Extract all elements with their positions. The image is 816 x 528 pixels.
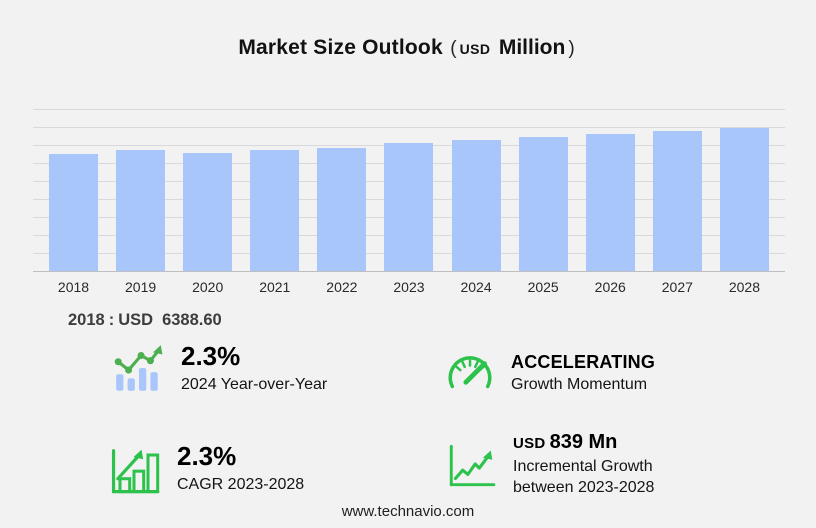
- x-axis-label-2020: 2020: [192, 279, 224, 295]
- x-axis-label-2028: 2028: [728, 279, 761, 295]
- stat-label-line1: Incremental Growth: [513, 458, 653, 475]
- chart-bar-2028: [719, 128, 769, 271]
- stat-value-amount: 839 Mn: [549, 431, 618, 453]
- x-axis-label-2024: 2024: [460, 279, 492, 295]
- title-unit: Million: [498, 36, 566, 59]
- chart-bar-2027: [652, 131, 702, 271]
- annotation-currency: USD: [118, 311, 154, 329]
- line-growth-icon: [444, 441, 498, 489]
- page-title: Market Size Outlook (USD Million): [0, 36, 816, 60]
- growth-chart-icon: [106, 441, 162, 497]
- annotation-amount: 6388.60: [162, 311, 222, 329]
- bar-trend-up-icon: [112, 343, 166, 395]
- x-axis-label-2026: 2026: [594, 279, 626, 295]
- stat-label: Incremental Growth between 2023-2028: [513, 456, 654, 498]
- gauge-icon: [444, 351, 496, 397]
- x-axis-label-2023: 2023: [393, 279, 425, 295]
- chart-bars: [33, 109, 785, 271]
- chart-bar-2024: [451, 140, 501, 271]
- stat-label: 2024 Year-over-Year: [181, 375, 328, 393]
- chart-bar-2021: [250, 150, 300, 271]
- chart-x-axis-labels: 2018 2019 2020 2021 2022 2023 2024 2025 2026 2027…: [33, 279, 785, 295]
- stat-label: Growth Momentum: [511, 376, 648, 394]
- annotation-year: 2018: [68, 311, 105, 329]
- stat-value: 2.3%: [177, 441, 237, 472]
- chart-plot-area: [33, 109, 785, 272]
- stat-label-line2: between 2023-2028: [513, 479, 655, 497]
- stat-label: CAGR 2023-2028: [177, 475, 305, 493]
- x-axis-label-2021: 2021: [259, 279, 291, 295]
- x-axis-label-2019: 2019: [125, 279, 157, 295]
- chart-bar-2020: [183, 153, 233, 271]
- x-axis-label-2018: 2018: [57, 279, 90, 295]
- stat-value-currency: USD: [513, 435, 546, 452]
- chart-bar-2026: [585, 134, 635, 271]
- title-main: Market Size Outlook: [238, 36, 443, 59]
- chart-bar-2022: [317, 148, 367, 271]
- stat-incremental-growth: USD 839 Mn Incremental Growth between 202…: [444, 432, 654, 498]
- stat-growth-momentum: ACCELERATING Growth Momentum: [444, 351, 655, 397]
- chart-bar-2019: [116, 150, 166, 271]
- stat-yoy-growth: 2.3% 2024 Year-over-Year: [112, 341, 328, 395]
- title-paren-open: (: [450, 38, 457, 59]
- chart-bar-2025: [518, 137, 568, 271]
- x-axis-label-2027: 2027: [661, 279, 693, 295]
- title-currency: USD: [459, 41, 491, 57]
- chart-bar-2023: [384, 143, 434, 271]
- website-url: www.technavio.com: [341, 503, 475, 520]
- x-axis-label-2025: 2025: [527, 279, 559, 295]
- first-year-value: 2018: USD 6388.60: [68, 311, 226, 330]
- stat-value: USD 839 Mn: [513, 432, 654, 453]
- stat-cagr: 2.3% CAGR 2023-2028: [106, 441, 304, 497]
- stat-value: ACCELERATING: [511, 351, 656, 372]
- market-size-bar-chart: 2018 2019 2020 2021 2022 2023 2024 2025 2026 2027…: [33, 109, 785, 295]
- title-paren-close: ): [568, 38, 575, 59]
- stat-value: 2.3%: [181, 341, 241, 372]
- annotation-separator: :: [108, 311, 115, 329]
- x-axis-label-2022: 2022: [326, 279, 358, 295]
- chart-bar-2018: [49, 154, 98, 271]
